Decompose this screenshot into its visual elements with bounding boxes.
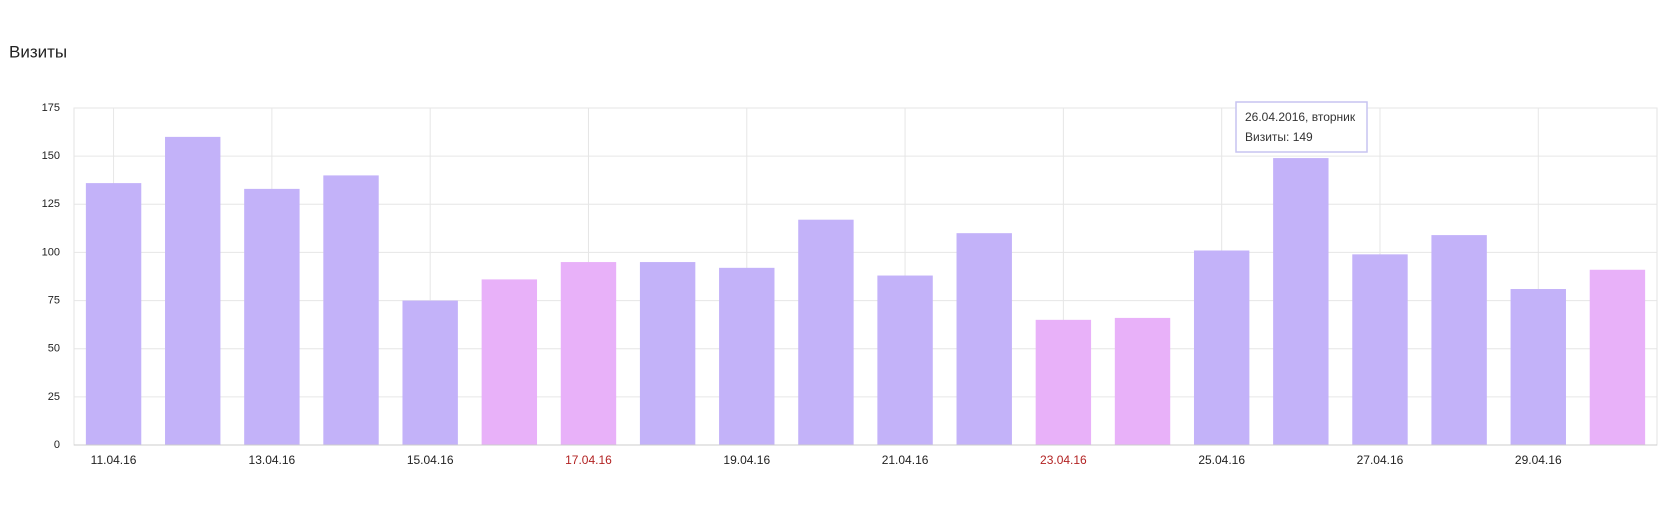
bar[interactable] xyxy=(1589,269,1646,445)
bar[interactable] xyxy=(1431,235,1487,445)
plot-frame xyxy=(73,107,1658,446)
tooltip-title: 26.04.2016, вторник xyxy=(1245,110,1356,124)
bar[interactable] xyxy=(1273,158,1329,445)
x-tick-label: 23.04.16 xyxy=(1040,453,1087,467)
bar[interactable] xyxy=(1114,317,1171,445)
y-tick-label: 0 xyxy=(54,439,60,451)
y-tick-label: 150 xyxy=(42,150,60,162)
x-tick-label: 13.04.16 xyxy=(249,453,296,467)
x-tick-label: 25.04.16 xyxy=(1198,453,1245,467)
chart-title: Визиты xyxy=(9,42,67,61)
bar[interactable] xyxy=(798,219,854,445)
bar[interactable] xyxy=(85,183,142,446)
x-tick-label: 21.04.16 xyxy=(882,453,929,467)
bar[interactable] xyxy=(165,136,221,445)
bar[interactable] xyxy=(956,233,1012,445)
bar[interactable] xyxy=(639,262,696,445)
bar[interactable] xyxy=(1510,289,1566,445)
y-tick-label: 175 xyxy=(42,102,60,114)
x-tick-label: 11.04.16 xyxy=(91,453,137,467)
bar[interactable] xyxy=(1035,319,1092,445)
y-tick-label: 25 xyxy=(48,391,60,403)
tooltip-box xyxy=(1235,101,1368,153)
x-tick-label: 29.04.16 xyxy=(1515,453,1562,467)
bar[interactable] xyxy=(481,279,538,445)
bar[interactable] xyxy=(323,175,379,445)
bar[interactable] xyxy=(1352,254,1408,445)
bar[interactable] xyxy=(877,275,933,445)
bar[interactable] xyxy=(1193,250,1250,445)
x-tick-label: 19.04.16 xyxy=(723,453,770,467)
y-tick-label: 50 xyxy=(48,343,60,355)
bar[interactable] xyxy=(560,262,617,445)
x-tick-label: 17.04.16 xyxy=(565,453,612,467)
tooltip-label: Визиты: 149 xyxy=(1245,130,1313,144)
y-tick-label: 100 xyxy=(42,246,60,258)
bar[interactable] xyxy=(719,267,775,445)
y-tick-label: 125 xyxy=(42,198,60,210)
bar[interactable] xyxy=(402,300,458,445)
x-tick-label: 27.04.16 xyxy=(1357,453,1404,467)
bar[interactable] xyxy=(244,188,300,445)
x-tick-label: 15.04.16 xyxy=(407,453,454,467)
y-tick-label: 75 xyxy=(48,294,60,306)
